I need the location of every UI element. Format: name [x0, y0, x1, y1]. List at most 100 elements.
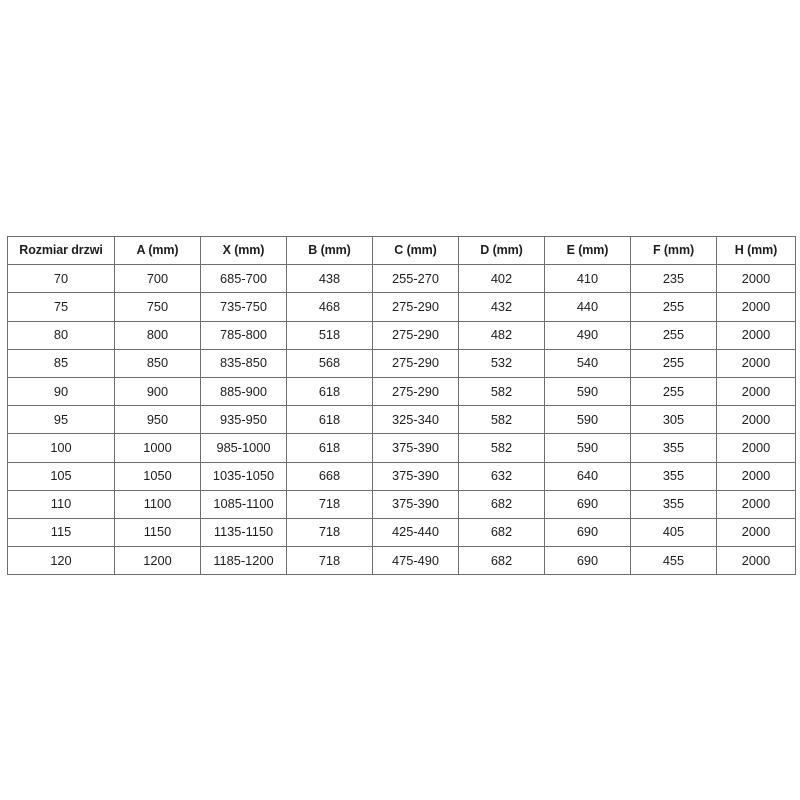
table-cell: 2000 — [716, 320, 796, 350]
cell-door-size: 115 — [7, 517, 115, 548]
table-row: 120 1200 1185-1200 718 475-490 682 690 455 2000 — [7, 546, 796, 576]
table-cell: 618 — [286, 405, 373, 435]
table-cell: 490 — [544, 320, 631, 350]
column-header-1: A (mm) — [114, 235, 201, 266]
table-cell: 2000 — [716, 348, 796, 378]
table-cell: 532 — [458, 348, 545, 378]
table-cell: 640 — [544, 461, 631, 491]
table-row: 85 850 835-850 568 275-290 532 540 255 2000 — [7, 348, 796, 378]
table-cell: 1200 — [114, 546, 201, 576]
table-row: 70 700 685-700 438 255-270 402 410 235 2000 — [7, 264, 796, 294]
table-cell: 305 — [630, 405, 717, 435]
table-cell: 1000 — [114, 433, 201, 463]
table-cell: 375-390 — [372, 489, 459, 519]
table-cell: 700 — [114, 264, 201, 294]
column-header-5: D (mm) — [458, 235, 545, 266]
table-cell: 275-290 — [372, 348, 459, 378]
table-cell: 255 — [630, 320, 717, 350]
table-cell: 900 — [114, 376, 201, 407]
table-cell: 682 — [458, 517, 545, 548]
table-cell: 1035-1050 — [200, 461, 287, 491]
table-cell: 885-900 — [200, 376, 287, 407]
table-cell: 255 — [630, 348, 717, 378]
table-cell: 432 — [458, 292, 545, 322]
table-cell: 2000 — [716, 405, 796, 435]
table-cell: 438 — [286, 264, 373, 294]
table-cell: 682 — [458, 546, 545, 576]
table-cell: 1100 — [114, 489, 201, 519]
table-cell: 540 — [544, 348, 631, 378]
table-cell: 1085-1100 — [200, 489, 287, 519]
table-cell: 410 — [544, 264, 631, 294]
table-cell: 1185-1200 — [200, 546, 287, 576]
table-cell: 2000 — [716, 546, 796, 576]
cell-door-size: 75 — [7, 292, 115, 322]
spec-table-container: Rozmiar drzwi A (mm) X (mm) B (mm) C (mm) D (… — [7, 235, 796, 576]
table-cell: 618 — [286, 433, 373, 463]
table-cell: 455 — [630, 546, 717, 576]
table-cell: 2000 — [716, 461, 796, 491]
table-cell: 2000 — [716, 376, 796, 407]
table-cell: 440 — [544, 292, 631, 322]
table-cell: 718 — [286, 546, 373, 576]
column-header-2: X (mm) — [200, 235, 287, 266]
table-cell: 475-490 — [372, 546, 459, 576]
table-row: 115 1150 1135-1150 718 425-440 682 690 405 2000 — [7, 517, 796, 548]
table-row: 80 800 785-800 518 275-290 482 490 255 2000 — [7, 320, 796, 350]
table-cell: 2000 — [716, 433, 796, 463]
cell-door-size: 100 — [7, 433, 115, 463]
table-cell: 690 — [544, 517, 631, 548]
cell-door-size: 110 — [7, 489, 115, 519]
table-row: 95 950 935-950 618 325-340 582 590 305 2000 — [7, 405, 796, 435]
table-cell: 850 — [114, 348, 201, 378]
table-cell: 355 — [630, 433, 717, 463]
table-cell: 750 — [114, 292, 201, 322]
column-header-7: F (mm) — [630, 235, 717, 266]
table-cell: 355 — [630, 489, 717, 519]
table-cell: 2000 — [716, 517, 796, 548]
table-cell: 950 — [114, 405, 201, 435]
table-cell: 800 — [114, 320, 201, 350]
table-cell: 582 — [458, 376, 545, 407]
table-cell: 375-390 — [372, 433, 459, 463]
table-cell: 275-290 — [372, 320, 459, 350]
table-cell: 518 — [286, 320, 373, 350]
table-cell: 255-270 — [372, 264, 459, 294]
table-cell: 275-290 — [372, 376, 459, 407]
table-row: 110 1100 1085-1100 718 375-390 682 690 355 2000 — [7, 489, 796, 519]
table-cell: 682 — [458, 489, 545, 519]
table-cell: 255 — [630, 376, 717, 407]
table-cell: 985-1000 — [200, 433, 287, 463]
table-body: 70 700 685-700 438 255-270 402 410 235 2000 75 750… — [7, 264, 796, 576]
column-header-8: H (mm) — [716, 235, 796, 266]
table-cell: 425-440 — [372, 517, 459, 548]
cell-door-size: 105 — [7, 461, 115, 491]
column-header-0: Rozmiar drzwi — [7, 235, 115, 266]
table-cell: 355 — [630, 461, 717, 491]
table-cell: 1050 — [114, 461, 201, 491]
table-cell: 735-750 — [200, 292, 287, 322]
table-cell: 402 — [458, 264, 545, 294]
table-cell: 690 — [544, 489, 631, 519]
table-cell: 618 — [286, 376, 373, 407]
cell-door-size: 90 — [7, 376, 115, 407]
table-cell: 935-950 — [200, 405, 287, 435]
table-header: Rozmiar drzwi A (mm) X (mm) B (mm) C (mm) D (… — [7, 235, 796, 266]
table-cell: 718 — [286, 489, 373, 519]
table-cell: 668 — [286, 461, 373, 491]
cell-door-size: 70 — [7, 264, 115, 294]
column-header-4: C (mm) — [372, 235, 459, 266]
table-cell: 632 — [458, 461, 545, 491]
table-cell: 690 — [544, 546, 631, 576]
table-cell: 568 — [286, 348, 373, 378]
table-cell: 2000 — [716, 489, 796, 519]
cell-door-size: 120 — [7, 546, 115, 576]
table-cell: 685-700 — [200, 264, 287, 294]
table-cell: 405 — [630, 517, 717, 548]
table-cell: 375-390 — [372, 461, 459, 491]
table-cell: 2000 — [716, 264, 796, 294]
table-row: 75 750 735-750 468 275-290 432 440 255 2000 — [7, 292, 796, 322]
table-row: 90 900 885-900 618 275-290 582 590 255 2000 — [7, 376, 796, 407]
table-cell: 325-340 — [372, 405, 459, 435]
table-cell: 235 — [630, 264, 717, 294]
